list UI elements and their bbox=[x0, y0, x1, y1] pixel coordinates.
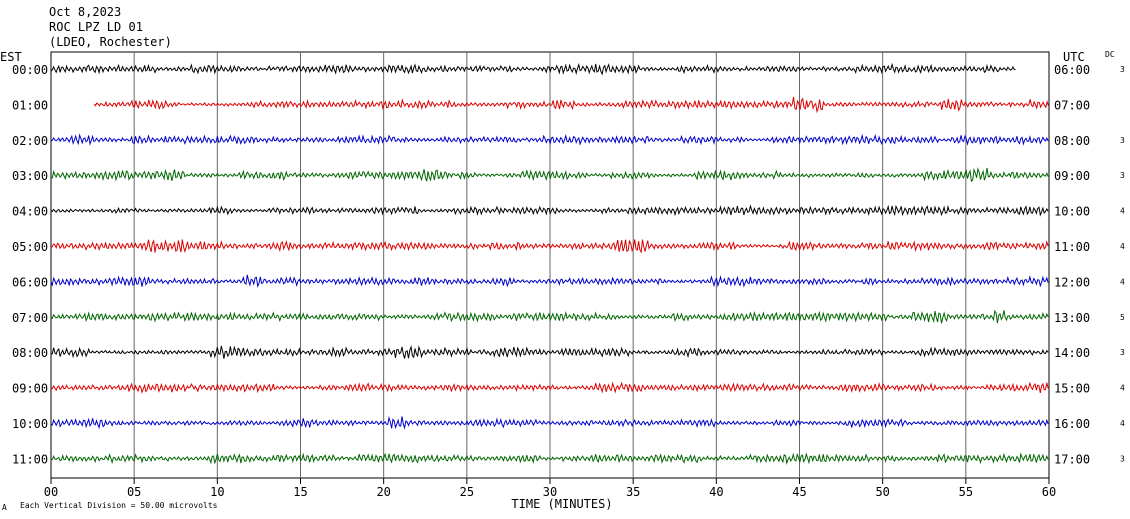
est-hour-label: 05:00 bbox=[12, 240, 48, 254]
est-hour-label: 11:00 bbox=[12, 452, 48, 466]
dc-offset-label: 3 bbox=[1120, 454, 1125, 463]
utc-hour-label: 15:00 bbox=[1054, 382, 1090, 396]
utc-hour-label: 11:00 bbox=[1054, 240, 1090, 254]
x-tick-label: 15 bbox=[293, 485, 307, 499]
x-tick-label: 35 bbox=[626, 485, 640, 499]
trace-row-01:00 bbox=[93, 96, 1049, 114]
date-label: Oct 8,2023 bbox=[49, 5, 121, 19]
x-tick-label: 10 bbox=[210, 485, 224, 499]
est-hour-label: 04:00 bbox=[12, 205, 48, 219]
est-hour-label: 02:00 bbox=[12, 134, 48, 148]
est-hour-label: 06:00 bbox=[12, 275, 48, 289]
utc-hour-label: 12:00 bbox=[1054, 275, 1090, 289]
dc-offset-label: 4 bbox=[1120, 384, 1125, 393]
x-tick-label: 45 bbox=[792, 485, 806, 499]
station-label: ROC LPZ LD 01 bbox=[49, 20, 143, 34]
trace-row-05:00 bbox=[50, 239, 1049, 254]
trace-row-09:00 bbox=[50, 381, 1049, 394]
corner-mark: A bbox=[2, 503, 7, 512]
dc-offset-label: 5 bbox=[1120, 313, 1125, 322]
dc-offset-label: 3 bbox=[1120, 348, 1125, 357]
utc-hour-label: 14:00 bbox=[1054, 346, 1090, 360]
utc-hour-label: 06:00 bbox=[1054, 63, 1090, 77]
est-hour-label: 01:00 bbox=[12, 98, 48, 112]
est-hour-label: 03:00 bbox=[12, 169, 48, 183]
x-tick-label: 05 bbox=[127, 485, 141, 499]
utc-hour-label: 07:00 bbox=[1054, 98, 1090, 112]
x-tick-label: 50 bbox=[875, 485, 889, 499]
est-hour-label: 00:00 bbox=[12, 63, 48, 77]
dc-offset-label: 4 bbox=[1120, 207, 1125, 216]
trace-row-10:00 bbox=[50, 415, 1049, 430]
network-label: (LDEO, Rochester) bbox=[49, 35, 172, 49]
trace-row-07:00 bbox=[50, 309, 1049, 324]
x-tick-label: 55 bbox=[959, 485, 973, 499]
dc-offset-label: 3 bbox=[1120, 65, 1125, 74]
dc-offset-label: 3 bbox=[1120, 171, 1125, 180]
x-tick-label: 00 bbox=[44, 485, 58, 499]
x-tick-label: 30 bbox=[543, 485, 557, 499]
x-axis: 00 05 10 15 20 25 30 35 40 45 50 55 60 bbox=[44, 478, 1056, 499]
utc-hour-label: 13:00 bbox=[1054, 311, 1090, 325]
utc-hour-label: 16:00 bbox=[1054, 417, 1090, 431]
est-axis-title: EST bbox=[0, 50, 22, 64]
dc-offset-label: 4 bbox=[1120, 242, 1125, 251]
utc-hour-label: 10:00 bbox=[1054, 205, 1090, 219]
trace-row-08:00 bbox=[50, 345, 1049, 359]
seismic-traces bbox=[50, 62, 1049, 465]
plot-grid bbox=[50, 51, 1050, 479]
x-tick-label: 25 bbox=[460, 485, 474, 499]
x-axis-label: TIME (MINUTES) bbox=[511, 497, 612, 511]
trace-row-03:00 bbox=[50, 167, 1049, 183]
utc-hour-label: 09:00 bbox=[1054, 169, 1090, 183]
x-tick-label: 20 bbox=[376, 485, 390, 499]
x-tick-label: 60 bbox=[1042, 485, 1056, 499]
utc-hour-label: 17:00 bbox=[1054, 452, 1090, 466]
trace-row-06:00 bbox=[50, 274, 1049, 289]
trace-row-11:00 bbox=[50, 452, 1049, 465]
utc-hour-label: 08:00 bbox=[1054, 134, 1090, 148]
trace-row-00:00 bbox=[50, 62, 1016, 76]
dc-offset-label: 4 bbox=[1120, 277, 1125, 286]
dc-axis-title: DC bbox=[1105, 50, 1115, 59]
trace-row-04:00 bbox=[50, 204, 1049, 217]
utc-axis-title: UTC bbox=[1063, 50, 1085, 64]
est-hour-label: 09:00 bbox=[12, 382, 48, 396]
dc-offset-label: 3 bbox=[1120, 136, 1125, 145]
dc-offset-label: 4 bbox=[1120, 419, 1125, 428]
x-tick-label: 40 bbox=[709, 485, 723, 499]
est-hour-label: 07:00 bbox=[12, 311, 48, 325]
est-hour-label: 08:00 bbox=[12, 346, 48, 360]
row-labels: 00:00 06:00 3 01:00 07:00 02:00 08:00 3 03:00 09:… bbox=[12, 63, 1125, 466]
scale-note: Each Vertical Division = 50.00 microvolt… bbox=[20, 501, 218, 510]
est-hour-label: 10:00 bbox=[12, 417, 48, 431]
trace-row-02:00 bbox=[50, 133, 1049, 146]
